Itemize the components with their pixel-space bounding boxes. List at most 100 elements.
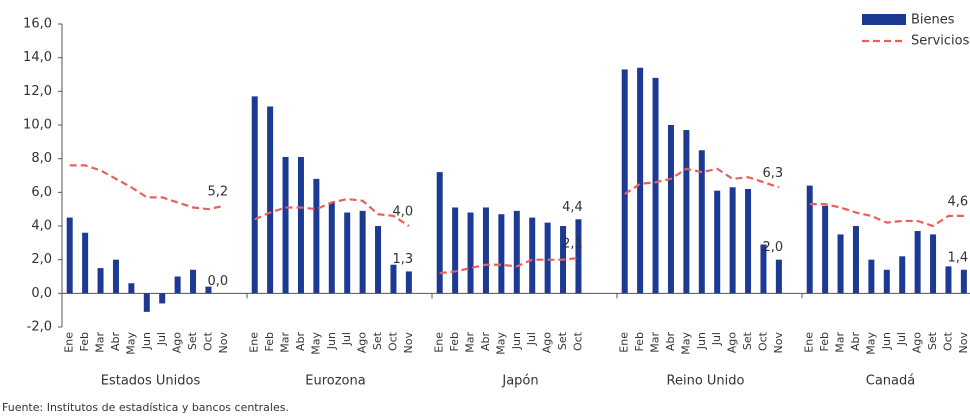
x-tick-label: Ene xyxy=(803,332,816,353)
x-tick-label: Set xyxy=(926,331,939,350)
x-tick-label: Nov xyxy=(772,332,785,354)
x-tick-label: May xyxy=(864,332,877,355)
bar xyxy=(714,190,721,294)
x-tick-label: Ene xyxy=(433,332,446,353)
y-tick-label: 2,0 xyxy=(31,252,52,267)
legend-swatch xyxy=(862,14,906,25)
bar xyxy=(621,69,628,294)
bar xyxy=(698,150,705,294)
group-label: Canadá xyxy=(866,374,915,389)
bar xyxy=(251,96,258,294)
bar xyxy=(513,210,520,294)
line-value-label: 5,2 xyxy=(208,184,229,199)
bar xyxy=(852,226,859,294)
bar xyxy=(190,269,197,294)
line-value-label: 2,1 xyxy=(562,236,583,251)
x-tick-label: Feb xyxy=(633,332,646,351)
x-tick-label: Feb xyxy=(448,332,461,351)
bar xyxy=(482,207,489,294)
bar xyxy=(143,293,150,312)
y-tick-label: 4,0 xyxy=(31,219,52,234)
group-label: Estados Unidos xyxy=(101,374,201,389)
x-tick-label: Feb xyxy=(78,332,91,351)
group-label: Japón xyxy=(501,374,538,389)
source-note: Fuente: Institutos de estadística y banc… xyxy=(2,401,289,414)
x-tick-label: Abr xyxy=(109,332,122,352)
bar xyxy=(452,207,459,294)
bar xyxy=(652,77,659,294)
bar-value-label: 2,0 xyxy=(763,240,784,255)
line xyxy=(69,164,225,211)
y-tick-label: 14,0 xyxy=(23,50,52,65)
x-tick-label: Nov xyxy=(402,332,415,354)
bar xyxy=(112,259,119,294)
x-tick-label: Nov xyxy=(957,332,970,354)
bar xyxy=(97,268,104,294)
x-tick-label: Abr xyxy=(479,332,492,352)
x-tick-label: Jul xyxy=(155,332,168,346)
x-tick-label: Ago xyxy=(171,332,184,354)
line-value-label: 6,3 xyxy=(763,166,784,181)
bar xyxy=(82,232,89,294)
x-tick-label: Jun xyxy=(880,332,893,350)
x-tick-label: Oct xyxy=(941,331,954,351)
x-tick-label: Ene xyxy=(248,332,261,353)
y-tick-label: -2,0 xyxy=(27,320,52,335)
bar xyxy=(914,231,921,294)
bar xyxy=(760,244,767,294)
legend-label: Bienes xyxy=(911,13,955,28)
bar xyxy=(282,156,289,294)
line-value-label: 4,6 xyxy=(948,194,969,209)
x-tick-label: Ago xyxy=(911,332,924,354)
x-tick-label: Set xyxy=(186,331,199,350)
y-tick-label: 8,0 xyxy=(31,151,52,166)
y-tick-label: 16,0 xyxy=(23,17,52,32)
bar xyxy=(667,125,674,294)
x-tick-label: May xyxy=(124,332,137,355)
bar xyxy=(868,259,875,294)
x-tick-label: May xyxy=(679,332,692,355)
y-tick-label: 10,0 xyxy=(23,118,52,133)
x-tick-label: Abr xyxy=(664,332,677,352)
bar xyxy=(729,187,736,294)
bar xyxy=(467,212,474,294)
bar xyxy=(529,217,536,294)
x-tick-label: Jul xyxy=(340,332,353,346)
bar xyxy=(436,172,443,294)
x-tick-label: Oct xyxy=(756,331,769,351)
x-tick-label: Ago xyxy=(726,332,739,354)
bar xyxy=(775,259,782,294)
x-tick-label: Nov xyxy=(217,332,230,354)
x-tick-label: Oct xyxy=(386,331,399,351)
x-tick-label: Set xyxy=(556,331,569,350)
x-tick-label: May xyxy=(309,332,322,355)
bar xyxy=(405,271,412,294)
bar xyxy=(806,185,813,294)
bar xyxy=(960,269,967,294)
x-tick-label: Set xyxy=(741,331,754,350)
y-tick-label: 12,0 xyxy=(23,84,52,99)
bar-value-label: 0,0 xyxy=(208,274,229,289)
bar xyxy=(575,219,582,294)
x-tick-label: Feb xyxy=(818,332,831,351)
bar-value-label: 1,3 xyxy=(393,252,414,267)
bar xyxy=(822,205,829,294)
x-tick-label: Set xyxy=(371,331,384,350)
x-tick-label: Jul xyxy=(525,332,538,346)
line xyxy=(439,256,579,275)
line xyxy=(809,203,964,228)
x-tick-label: Mar xyxy=(649,332,662,353)
bar xyxy=(544,222,551,294)
group-label: Eurozona xyxy=(305,374,365,389)
x-tick-label: Mar xyxy=(834,332,847,353)
bar xyxy=(375,226,382,294)
legend-label: Servicios xyxy=(911,34,970,49)
x-tick-label: Mar xyxy=(279,332,292,353)
x-tick-label: Abr xyxy=(294,332,307,352)
bar xyxy=(174,276,181,294)
bar xyxy=(683,130,690,294)
line xyxy=(254,197,410,227)
x-tick-label: Jun xyxy=(325,332,338,350)
x-tick-label: Mar xyxy=(464,332,477,353)
